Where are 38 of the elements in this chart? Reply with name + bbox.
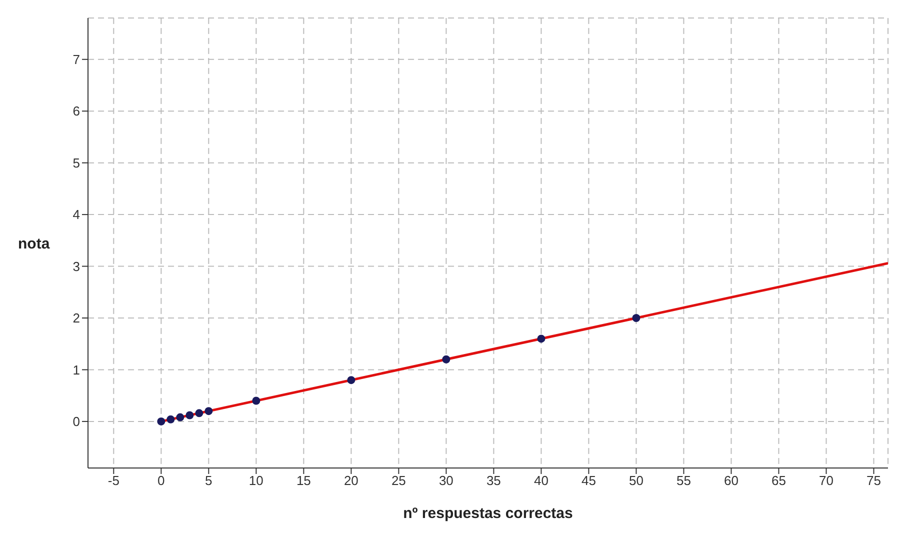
y-tick-label: 2 <box>72 310 80 326</box>
y-tick-label: 6 <box>72 104 80 119</box>
point <box>632 314 640 322</box>
x-tick-label: 70 <box>819 473 834 488</box>
x-tick-label: 10 <box>248 473 264 488</box>
x-tick-label: 15 <box>296 473 311 488</box>
point <box>537 334 546 343</box>
x-tick-label: 30 <box>438 473 454 488</box>
point <box>157 417 166 426</box>
x-tick-label: 35 <box>486 473 501 488</box>
point <box>347 376 356 384</box>
x-tick-label: 65 <box>772 473 786 488</box>
y-tick-label: 4 <box>72 207 80 222</box>
y-tick-label: 5 <box>72 155 80 170</box>
point <box>252 396 260 405</box>
x-tick-label: 40 <box>534 473 548 488</box>
x-tick-label: 55 <box>676 473 691 488</box>
x-axis-title: nº respuestas correctas <box>403 505 573 522</box>
point <box>186 411 194 420</box>
x-tick-label: 50 <box>628 473 644 488</box>
y-tick-label: 0 <box>72 414 80 430</box>
y-tick-label: 7 <box>72 52 80 67</box>
x-tick-label: 75 <box>866 473 881 488</box>
point <box>204 407 213 416</box>
point <box>442 355 450 364</box>
x-tick-label: 5 <box>205 473 212 488</box>
point <box>166 415 175 424</box>
x-tick-label: 60 <box>724 473 738 488</box>
x-tick-label: 25 <box>391 473 406 488</box>
x-tick-label: -5 <box>108 473 120 488</box>
point <box>176 413 184 422</box>
y-axis-title: nota <box>18 235 50 252</box>
x-tick-label: 45 <box>581 473 596 488</box>
x-tick-label: 20 <box>344 473 358 488</box>
y-tick-label: 1 <box>72 362 80 378</box>
y-tick-label: 3 <box>72 258 80 274</box>
point <box>195 409 204 418</box>
x-tick-label: 0 <box>158 473 165 488</box>
